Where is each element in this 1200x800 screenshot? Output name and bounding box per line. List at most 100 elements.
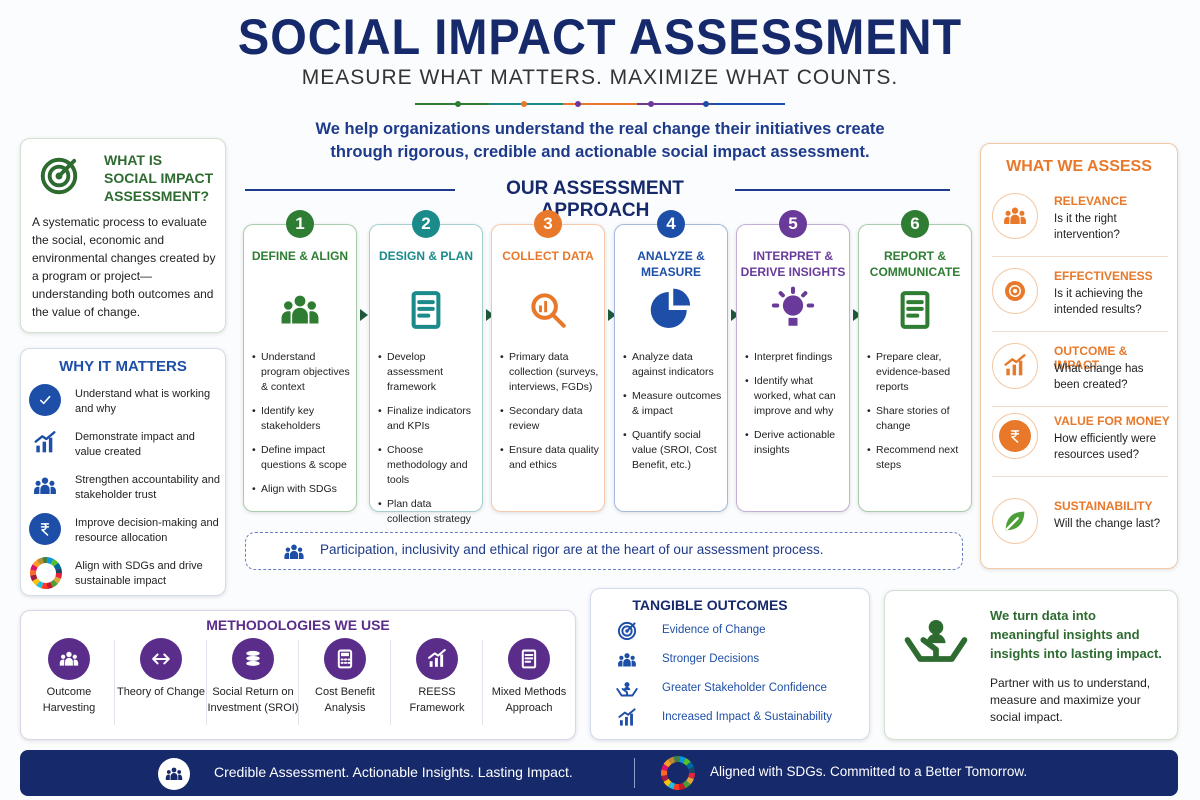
icon-shape [40,523,50,536]
footer-left: Credible Assessment. Actionable Insights… [214,764,573,780]
method-separator [206,640,207,725]
icon-shape [926,633,946,644]
icon-glyph [337,649,353,669]
assess-item-title: RELEVANCE [1054,194,1128,208]
divider-dot [521,101,527,107]
step-bullet: Share stories of change [867,404,967,434]
sdg-segment [30,557,62,589]
icon-shape [417,300,435,318]
icon-shape [50,486,56,494]
icon-shape [1005,210,1011,216]
approach-title: OUR ASSESSMENT APPROACH [506,178,684,221]
icon [29,384,61,416]
icon [29,513,61,545]
step-bullets: Develop assessment framework Finalize ind… [378,350,478,536]
icon-shape [411,291,441,329]
icon-shape [59,659,65,666]
icon [900,291,930,329]
sdg-wheel [30,557,62,589]
approach-note: Participation, inclusivity and ethical r… [320,542,824,557]
icon-shape [40,157,78,195]
step-bullet: Prepare clear, evidence-based reports [867,350,967,395]
icon [618,708,636,726]
subtitle: MEASURE WHAT MATTERS. MAXIMIZE WHAT COUN… [301,66,899,89]
icon-shape [650,292,687,328]
icon [284,544,304,559]
step-bullet: Identify key stakeholders [252,404,352,434]
step-arrow [608,309,616,321]
icon-glyph [428,648,446,667]
icon [617,621,637,641]
step-number: 1 [286,210,314,238]
assess-separator [992,256,1168,257]
icon [232,638,274,680]
divider-line [637,103,711,105]
step-number: 5 [779,210,807,238]
icon-shape [246,650,260,656]
icon-shape [623,658,631,667]
outcomes-card [590,588,870,740]
divider-dot [455,101,461,107]
arrow-shape [853,309,861,321]
icon-shape [617,621,637,641]
icon-shape [619,720,623,726]
icon-shape [621,625,633,637]
icon-shape [624,682,630,688]
method-label: Cost Benefit Analysis [315,686,375,714]
cta-card [884,590,1178,740]
assess-item-question: Will the change last? [1054,518,1161,530]
footer-right: Aligned with SDGs. Committed to a Better… [710,764,1028,779]
cta-statement: We turn data into meaningful insights an… [990,608,1162,661]
icon-shape [782,295,804,316]
icon [1005,511,1025,531]
why-item: Strengthen accountability and stakeholde… [75,474,220,501]
step-bullet: Finalize indicators and KPIs [378,404,478,434]
icon [165,767,183,780]
why-item: Align with SDGs and drive sustainable im… [75,560,203,587]
step-bullet: Derive actionable insights [745,428,845,458]
step-bullets: Analyze data against indicators Measure o… [623,350,723,482]
intro-line: We help organizations understand the rea… [315,120,885,138]
icon-shape [40,484,50,494]
step-bullets: Interpret findings Identify what worked, … [745,350,845,467]
arrow-shape [608,309,616,321]
icon-shape [618,660,623,667]
icon-glyph [1010,430,1020,443]
icon-shape [152,653,170,665]
icon-shape [49,480,55,486]
step-number: 6 [901,210,929,238]
icon [618,653,636,667]
step-arrow [853,309,861,321]
icon-shape [289,550,299,559]
step-bullet: Choose methodology and tools [378,443,478,488]
outcome-item: Stronger Decisions [662,653,760,665]
divider-dot [648,101,654,107]
icon [281,295,319,324]
icon [48,638,90,680]
icon-shape [281,311,291,324]
icon [771,286,815,326]
icon-shape [294,295,306,307]
icon [616,682,638,697]
icon-shape [65,657,73,666]
icon-shape [1012,364,1017,376]
step-title: REPORT & COMMUNICATE [869,249,961,279]
icon-shape [428,648,446,659]
icon-shape [1010,430,1020,443]
why-title: WHY IT MATTERS [59,358,187,375]
section-line [245,189,455,191]
assess-separator [992,476,1168,477]
icon [40,157,78,195]
icon-shape [440,654,444,667]
divider-dot [575,101,581,107]
method-label: Outcome Harvesting [42,686,96,714]
icon-shape [57,158,77,178]
icon-shape [309,311,319,324]
icon-shape [35,480,41,486]
method-separator [390,640,391,725]
icon-shape [1018,360,1023,376]
sdg-wheel [661,756,695,790]
icon-shape [166,770,171,774]
icon-shape [434,657,438,667]
